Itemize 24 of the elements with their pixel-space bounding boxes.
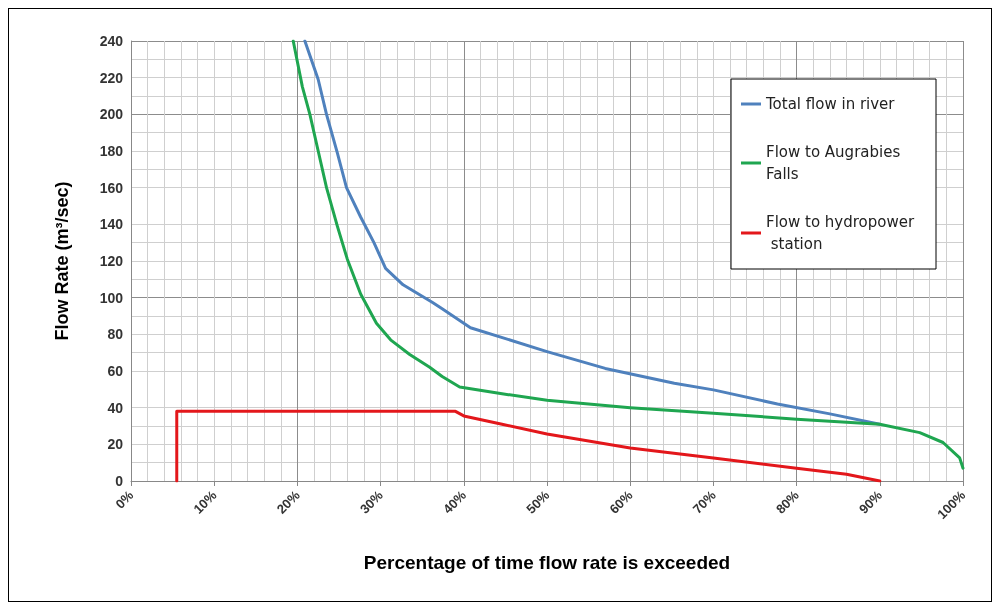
y-tick-label: 160 [99, 179, 124, 196]
x-axis-title: Percentage of time flow rate is exceeded [363, 552, 731, 573]
y-tick-label: 20 [107, 436, 124, 453]
y-tick-label: 40 [107, 399, 124, 416]
x-tick-label: 40% [440, 487, 470, 517]
y-tick-label: 120 [99, 253, 124, 269]
line-series [291, 39, 965, 470]
legend-label: Flow to hydropower station [766, 213, 915, 253]
line-series [175, 409, 882, 483]
legend-label: Total flow in river [765, 95, 896, 113]
x-tick-label: 0% [112, 487, 137, 512]
y-tick-label: 80 [107, 326, 124, 343]
y-tick-label: 220 [99, 69, 124, 86]
y-tick-label: 180 [99, 143, 124, 159]
y-tick-label: 100 [99, 289, 124, 306]
x-tick-label: 70% [689, 487, 720, 517]
y-tick-label: 140 [99, 216, 124, 233]
y-axis-title: Flow Rate (m³/sec) [52, 181, 72, 341]
y-tick-label: 200 [99, 106, 124, 123]
x-tick-label: 60% [606, 487, 636, 517]
y-tick-label: 0 [115, 473, 124, 489]
y-tick-label: 60 [107, 363, 124, 379]
y-tick-label: 240 [99, 33, 124, 49]
legend-label: Flow to Augrabies Falls [766, 143, 905, 183]
